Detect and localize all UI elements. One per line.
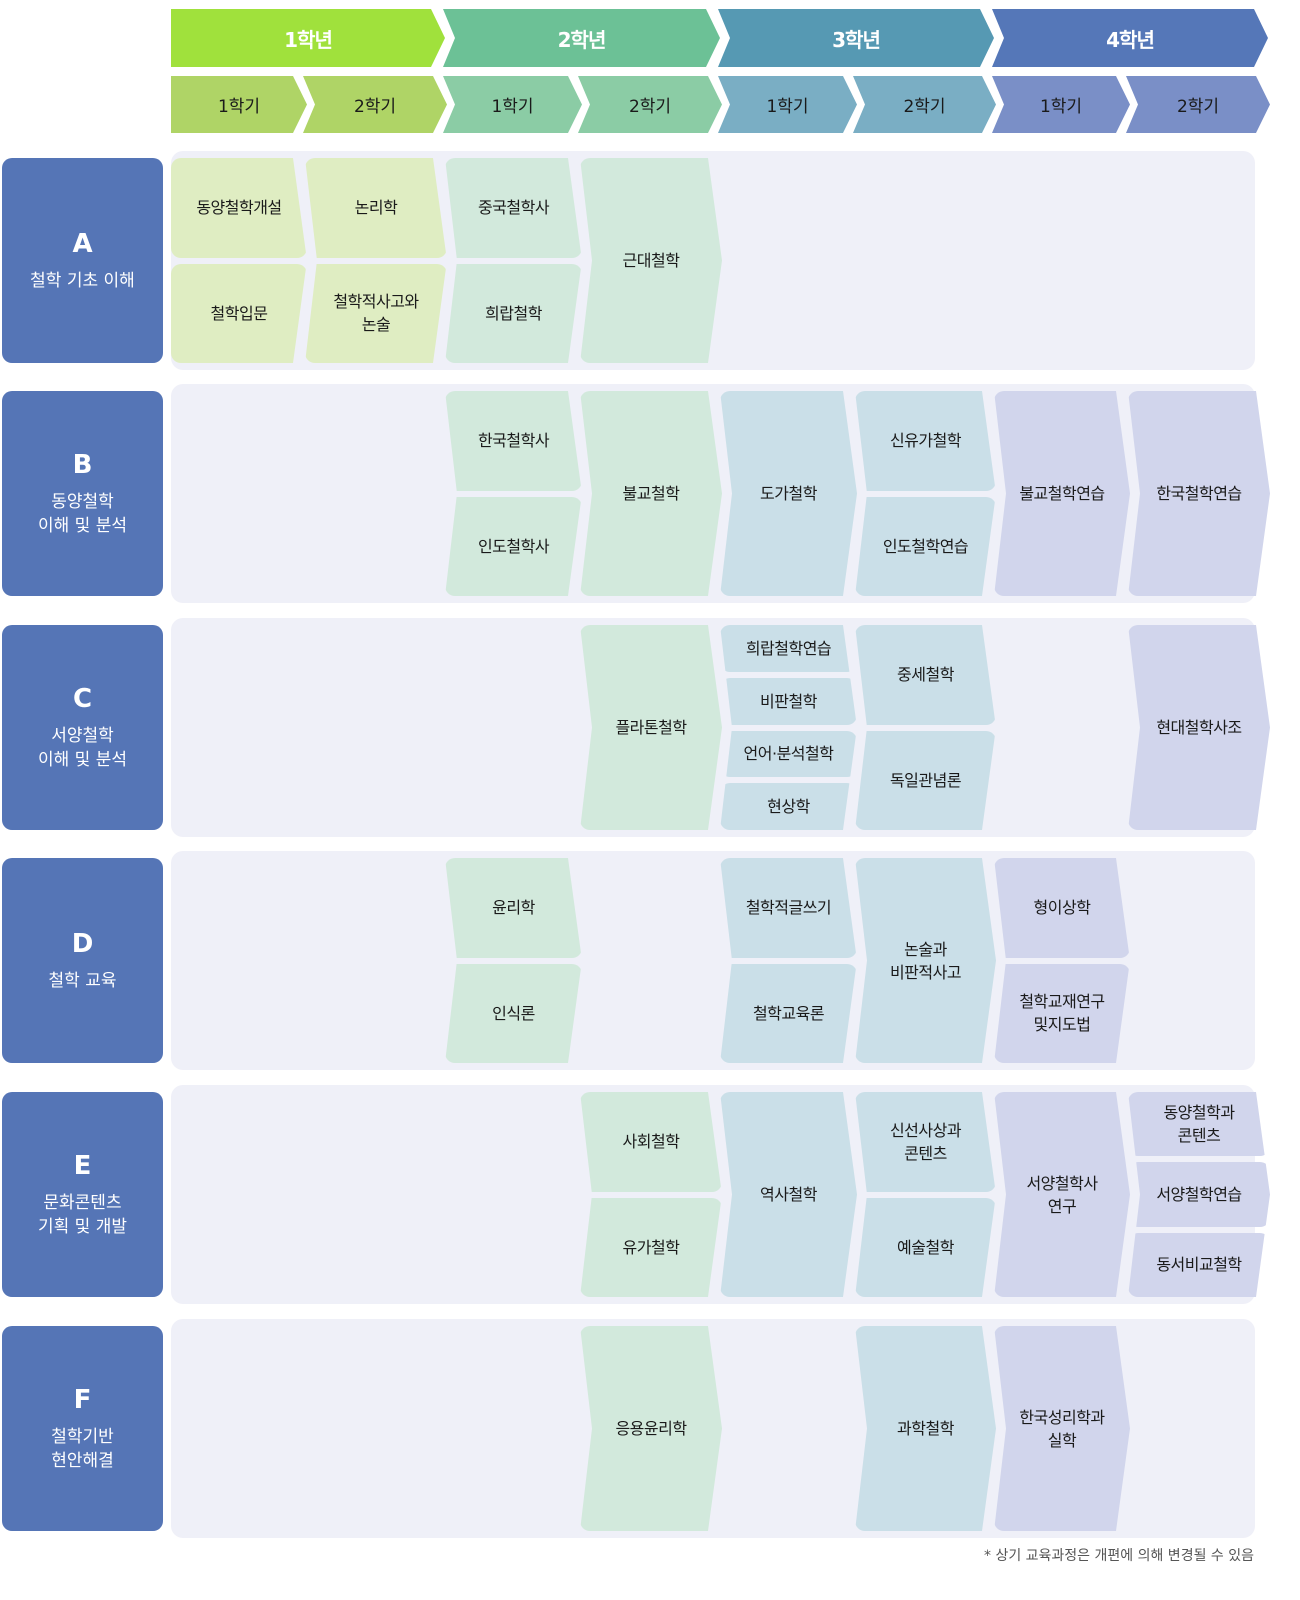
course-item[interactable]: 사회철학 [580,1092,722,1192]
course-group: 철학적글쓰기 철학교육론 [720,858,857,1063]
semester-header-4-2: 2학기 [1126,76,1270,133]
course-group: 논리학 철학적사고와 논술 [305,158,447,363]
semester-header-2-2: 2학기 [578,76,722,133]
semester-header-1-1: 1학기 [171,76,307,133]
track-letter: C [72,683,93,714]
course-group: 불교철학 [580,391,722,596]
course-item[interactable]: 근대철학 [580,158,722,363]
semester-header-2-1: 1학기 [443,76,582,133]
course-item[interactable]: 신유가철학 [855,391,996,491]
course-group: 근대철학 [580,158,722,363]
course-group: 현대철학사조 [1128,625,1270,830]
year-header-1: 1학년 [171,9,445,67]
course-item[interactable]: 비판철학 [720,678,857,725]
course-group: 불교철학연습 [994,391,1130,596]
course-group: 역사철학 [720,1092,857,1297]
course-item[interactable]: 동양철학개설 [171,158,307,258]
track-name: 철학 교육 [48,970,117,991]
year-header-4: 4학년 [992,9,1268,67]
course-item[interactable]: 독일관념론 [855,731,996,831]
course-item[interactable]: 철학교재연구 및지도법 [994,964,1130,1064]
course-group: 신선사상과 콘텐츠 예술철학 [855,1092,996,1297]
footnote: * 상기 교육과정은 개편에 의해 변경될 수 있음 [984,1548,1254,1564]
course-group: 사회철학 유가철학 [580,1092,722,1297]
course-item[interactable]: 불교철학연습 [994,391,1130,596]
course-item[interactable]: 도가철학 [720,391,857,596]
course-item[interactable]: 희랍철학연습 [720,625,857,672]
course-group: 도가철학 [720,391,857,596]
course-item[interactable]: 현상학 [720,783,857,830]
course-item[interactable]: 동서비교철학 [1128,1233,1270,1297]
track-category-a: A 철학 기초 이해 [2,158,163,363]
course-item[interactable]: 유가철학 [580,1198,722,1298]
course-item[interactable]: 희랍철학 [445,264,582,364]
course-item[interactable]: 과학철학 [855,1326,996,1531]
course-item[interactable]: 서양철학연습 [1128,1162,1270,1226]
course-group: 형이상학 철학교재연구 및지도법 [994,858,1130,1063]
course-item[interactable]: 철학적사고와 논술 [305,264,447,364]
course-item[interactable]: 예술철학 [855,1198,996,1298]
course-item[interactable]: 한국성리학과 실학 [994,1326,1130,1531]
track-name: 동양철학 이해 및 분석 [37,491,127,536]
course-item[interactable]: 형이상학 [994,858,1130,958]
course-item[interactable]: 응용윤리학 [580,1326,722,1531]
year-header-2: 2학년 [443,9,720,67]
track-name: 철학 기초 이해 [30,270,135,291]
course-group: 중국철학사 희랍철학 [445,158,582,363]
year-header-3: 3학년 [718,9,994,67]
track-name: 서양철학 이해 및 분석 [37,725,127,770]
course-item[interactable]: 인식론 [445,964,582,1064]
semester-header-3-1: 1학기 [718,76,857,133]
track-category-e: E 문화콘텐츠 기획 및 개발 [2,1092,163,1297]
course-group: 중세철학 독일관념론 [855,625,996,830]
course-item[interactable]: 철학교육론 [720,964,857,1064]
course-item[interactable]: 서양철학사 연구 [994,1092,1130,1297]
semester-header-3-2: 2학기 [853,76,996,133]
course-item[interactable]: 한국철학사 [445,391,582,491]
track-category-d: D 철학 교육 [2,858,163,1063]
semester-header-4-1: 1학기 [992,76,1130,133]
course-group: 응용윤리학 [580,1326,722,1531]
course-item[interactable]: 한국철학연습 [1128,391,1270,596]
course-item[interactable]: 역사철학 [720,1092,857,1297]
track-letter: F [73,1384,92,1415]
course-item[interactable]: 논술과 비판적사고 [855,858,996,1063]
track-letter: D [71,928,94,959]
track-category-b: B 동양철학 이해 및 분석 [2,391,163,596]
course-item[interactable]: 신선사상과 콘텐츠 [855,1092,996,1192]
course-group: 윤리학 인식론 [445,858,582,1063]
track-category-f: F 철학기반 현안해결 [2,1326,163,1531]
course-group: 신유가철학 인도철학연습 [855,391,996,596]
track-letter: E [73,1150,92,1181]
course-group: 한국철학연습 [1128,391,1270,596]
course-item[interactable]: 인도철학연습 [855,497,996,597]
track-letter: A [72,228,93,259]
course-item[interactable]: 철학적글쓰기 [720,858,857,958]
course-group: 한국성리학과 실학 [994,1326,1130,1531]
semester-header-1-2: 2학기 [303,76,447,133]
course-group: 한국철학사 인도철학사 [445,391,582,596]
track-name: 철학기반 현안해결 [51,1426,114,1471]
course-group: 논술과 비판적사고 [855,858,996,1063]
course-item[interactable]: 논리학 [305,158,447,258]
course-item[interactable]: 현대철학사조 [1128,625,1270,830]
course-group: 서양철학사 연구 [994,1092,1130,1297]
course-item[interactable]: 플라톤철학 [580,625,722,830]
course-group: 플라톤철학 [580,625,722,830]
track-letter: B [72,449,93,480]
course-item[interactable]: 불교철학 [580,391,722,596]
track-name: 문화콘텐츠 기획 및 개발 [37,1192,127,1237]
course-item[interactable]: 동양철학과 콘텐츠 [1128,1092,1270,1156]
course-item[interactable]: 언어·분석철학 [720,731,857,778]
course-item[interactable]: 중세철학 [855,625,996,725]
course-item[interactable]: 중국철학사 [445,158,582,258]
course-group: 과학철학 [855,1326,996,1531]
course-group: 동양철학개설 철학입문 [171,158,307,363]
track-category-c: C 서양철학 이해 및 분석 [2,625,163,830]
course-item[interactable]: 인도철학사 [445,497,582,597]
course-item[interactable]: 철학입문 [171,264,307,364]
course-item[interactable]: 윤리학 [445,858,582,958]
